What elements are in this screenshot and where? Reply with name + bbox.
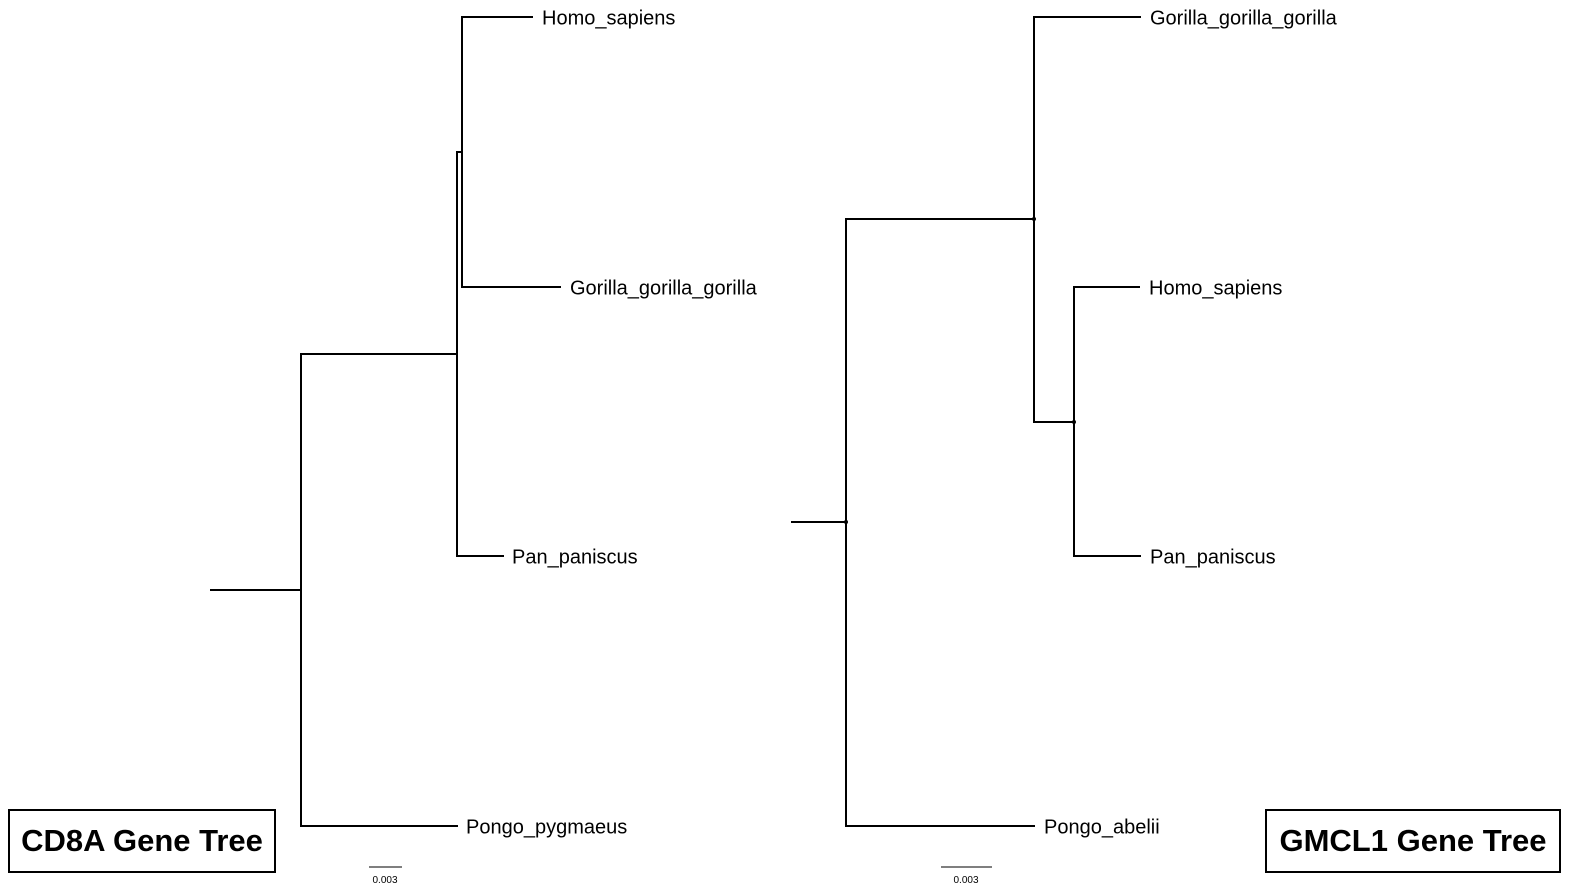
cd8a-title-box: CD8A Gene Tree	[8, 809, 276, 873]
gmcl1-hp-node-dot	[1072, 420, 1076, 424]
gmcl1-inner-node-dot	[1032, 217, 1036, 221]
gmcl1-leaf-pongo-abelii: Pongo_abelii	[1044, 816, 1160, 838]
gmcl1-tree-title: GMCL1 Gene Tree	[1279, 823, 1547, 858]
gmcl1-title-box: GMCL1 Gene Tree	[1265, 809, 1561, 873]
gmcl1-leaf-homo-sapiens: Homo_sapiens	[1149, 277, 1282, 299]
gmcl1-root-node-dot	[844, 520, 848, 524]
gmcl1-scale-bar-label: 0.003	[953, 875, 978, 886]
cd8a-leaf-homo-sapiens: Homo_sapiens	[542, 7, 675, 29]
cd8a-leaf-gorilla-gorilla-gorilla: Gorilla_gorilla_gorilla	[570, 277, 758, 299]
gmcl1-leaf-pan-paniscus: Pan_paniscus	[1150, 546, 1276, 568]
gmcl1-leaf-gorilla-gorilla-gorilla: Gorilla_gorilla_gorilla	[1150, 7, 1338, 29]
cd8a-leaf-pongo-pygmaeus: Pongo_pygmaeus	[466, 816, 627, 838]
cd8a-leaf-pan-paniscus: Pan_paniscus	[512, 546, 638, 568]
gmcl1-tree: Gorilla_gorilla_gorilla Homo_sapiens Pan…	[791, 7, 1338, 886]
cd8a-tree-title: CD8A Gene Tree	[21, 823, 263, 858]
cd8a-tree: Homo_sapiens Gorilla_gorilla_gorilla Pan…	[210, 7, 758, 886]
cd8a-scale-bar-label: 0.003	[372, 875, 397, 886]
